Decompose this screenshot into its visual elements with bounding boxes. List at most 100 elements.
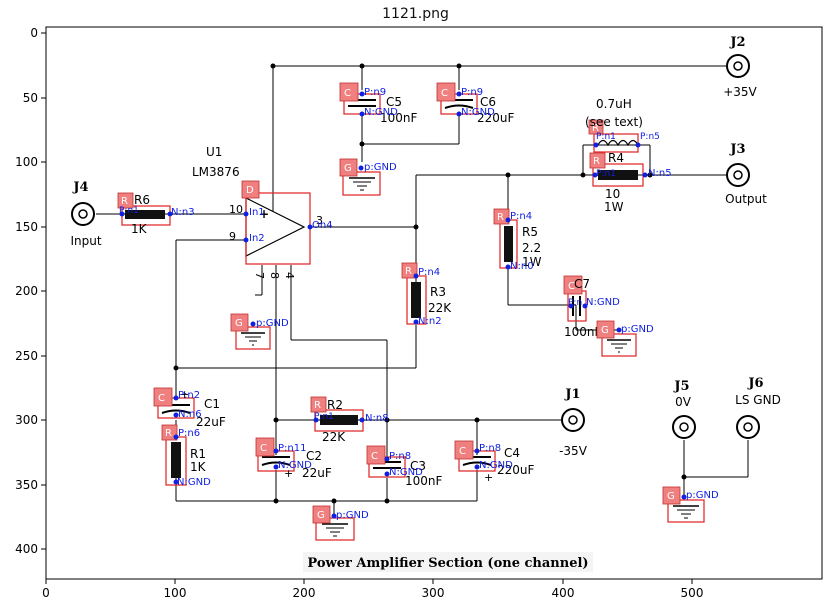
connector-j4: J4 Input bbox=[70, 180, 101, 248]
resistor-body bbox=[125, 210, 165, 219]
capacitor-ref: C4 bbox=[504, 446, 520, 460]
resistor-ref: R6 bbox=[134, 193, 150, 207]
svg-text:p:GND: p:GND bbox=[336, 510, 369, 521]
ground-2: G p:GND bbox=[230, 313, 289, 350]
ground-4: G p:GND bbox=[312, 505, 369, 541]
svg-text:P:n8: P:n8 bbox=[389, 451, 411, 462]
capacitor-ref: C2 bbox=[306, 449, 322, 463]
connector-j4-label: Input bbox=[70, 234, 101, 248]
y-tick-label: 0 bbox=[30, 26, 38, 40]
resistor-ref: R3 bbox=[430, 285, 446, 299]
junctions bbox=[173, 63, 687, 504]
svg-text:N:n2: N:n2 bbox=[418, 316, 442, 327]
capacitor-value: 220uF bbox=[497, 463, 535, 477]
y-tick-label: 350 bbox=[15, 478, 38, 492]
capacitor-value: 22uF bbox=[196, 415, 226, 429]
svg-text:P:n4: P:n4 bbox=[418, 267, 440, 278]
y-tick-label: 400 bbox=[15, 542, 38, 556]
inductor-l1: R 0.7uH (see text) P:n1 P:n5 bbox=[585, 97, 660, 153]
y-tick-label: 50 bbox=[23, 91, 38, 105]
ic-pin-4: 4 bbox=[283, 272, 296, 279]
resistor-value2: 1W bbox=[522, 255, 542, 269]
svg-text:N:n3: N:n3 bbox=[171, 207, 195, 218]
capacitor-ref: C6 bbox=[480, 95, 496, 109]
svg-text:R: R bbox=[405, 266, 412, 277]
connector-j6-label: LS GND bbox=[735, 393, 781, 407]
ic-part: LM3876 bbox=[192, 165, 240, 179]
svg-text:R: R bbox=[593, 156, 600, 167]
svg-text:C: C bbox=[260, 443, 267, 454]
inductor-value: 0.7uH bbox=[596, 97, 632, 111]
svg-text:P:n4: P:n4 bbox=[510, 211, 532, 222]
ground-5: G p:GND bbox=[662, 486, 719, 523]
resistor-ref: R4 bbox=[608, 151, 624, 165]
capacitor-ref: C7 bbox=[574, 277, 590, 291]
svg-text:C: C bbox=[371, 451, 378, 462]
svg-text:P:n8: P:n8 bbox=[479, 443, 501, 454]
polarity-plus: + bbox=[180, 388, 189, 401]
capacitor-value: 100nF bbox=[405, 474, 443, 488]
svg-text:P:n9: P:n9 bbox=[364, 87, 386, 98]
y-tick-label: 150 bbox=[15, 220, 38, 234]
connector-j1-id: J1 bbox=[564, 387, 580, 402]
svg-text:N:n8: N:n8 bbox=[365, 413, 389, 424]
resistor-body bbox=[320, 415, 358, 425]
resistor-ref: R1 bbox=[190, 447, 206, 461]
svg-text:G: G bbox=[667, 491, 675, 502]
x-tick-label: 300 bbox=[422, 586, 445, 600]
tag-d bbox=[241, 180, 260, 199]
svg-text:N:n0: N:n0 bbox=[510, 261, 534, 272]
svg-text:P:n5: P:n5 bbox=[640, 132, 660, 142]
svg-text:p:GND: p:GND bbox=[364, 162, 397, 173]
svg-text:p:GND: p:GND bbox=[686, 490, 719, 501]
figure-title: 1121.png bbox=[382, 6, 449, 22]
ic-ref: U1 bbox=[206, 145, 222, 159]
resistor-body bbox=[598, 170, 638, 180]
capacitor-value: 100nF bbox=[380, 111, 418, 125]
resistor-value: 22K bbox=[322, 430, 346, 444]
x-tick-label: 200 bbox=[293, 586, 316, 600]
resistor-body bbox=[171, 442, 181, 478]
svg-text:N:n6: N:n6 bbox=[178, 409, 202, 420]
svg-text:p:GND: p:GND bbox=[256, 318, 289, 329]
inductor-coil bbox=[597, 139, 639, 147]
ic-pin-10: 10 bbox=[229, 203, 243, 216]
resistor-r1: R R1 1K P:n6 N:GND bbox=[161, 424, 211, 488]
ground-3: G p:GND bbox=[596, 320, 654, 357]
capacitor-c1: C C1 22uF + P:n2 N:n6 bbox=[153, 387, 226, 429]
capacitor-c5: C C5 100nF P:n9 N:GND bbox=[339, 82, 418, 125]
ic-pin-9: 9 bbox=[229, 230, 236, 243]
svg-text:P:n1: P:n1 bbox=[314, 412, 334, 422]
resistor-r4: R R4 10 1W P:n1 N:n5 bbox=[589, 151, 672, 214]
svg-text:N:GND: N:GND bbox=[278, 460, 312, 471]
svg-text:C: C bbox=[459, 446, 466, 457]
capacitor-c7: C C7 100nF P:n N:GND bbox=[563, 275, 620, 339]
resistor-value: 2.2 bbox=[522, 241, 541, 255]
svg-text:R: R bbox=[592, 123, 599, 134]
capacitor-value: 100nF bbox=[564, 325, 602, 339]
connector-j1-label: -35V bbox=[559, 444, 588, 458]
resistor-r3: R R3 22K P:n4 N:n2 bbox=[401, 262, 452, 327]
capacitor-value: 220uF bbox=[477, 111, 515, 125]
svg-text:N:GND: N:GND bbox=[479, 460, 513, 471]
capacitor-c6: C C6 220uF P:n9 N:GND bbox=[436, 82, 515, 125]
capacitor-c3: C C3 100nF P:n8 N:GND bbox=[366, 445, 443, 488]
svg-text:R: R bbox=[121, 196, 128, 207]
tag-in2: In2 bbox=[249, 233, 265, 244]
connector-j5-id: J5 bbox=[673, 379, 689, 394]
capacitor-ref: C3 bbox=[410, 459, 426, 473]
resistor-value: 1K bbox=[190, 460, 207, 474]
svg-text:N:GND: N:GND bbox=[364, 107, 398, 118]
svg-text:C: C bbox=[344, 88, 351, 99]
connector-j3-label: Output bbox=[725, 192, 767, 206]
svg-text:P:n: P:n bbox=[568, 298, 582, 308]
ic-pin-3: 3 bbox=[316, 214, 323, 227]
svg-text:N:GND: N:GND bbox=[461, 107, 495, 118]
resistor-value: 22K bbox=[428, 301, 452, 315]
y-tick-label: 250 bbox=[15, 349, 38, 363]
svg-text:R: R bbox=[497, 212, 504, 223]
x-tick-label: 0 bbox=[42, 586, 50, 600]
resistor-value: 1K bbox=[131, 222, 148, 236]
y-tick-label: 200 bbox=[15, 284, 38, 298]
svg-text:C: C bbox=[568, 281, 575, 292]
